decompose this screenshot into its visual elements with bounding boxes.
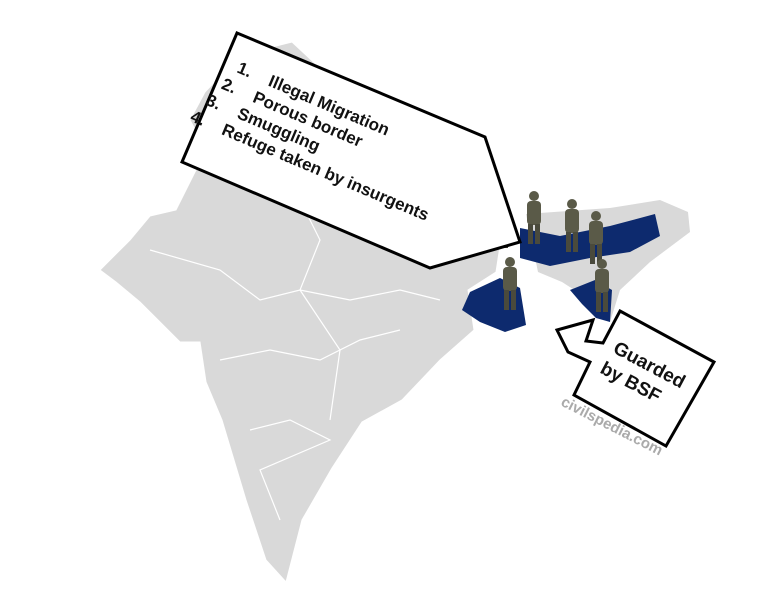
issue-1-num: 1.	[234, 58, 254, 81]
issues-callout: 1. Illegal Migration 2. Porous border 3.…	[180, 31, 522, 270]
state-boundaries	[219, 329, 401, 361]
state-boundaries	[249, 419, 332, 521]
issue-2-num: 2.	[219, 74, 239, 97]
guard-callout-arrow	[554, 308, 717, 449]
soldier-icon	[503, 257, 517, 310]
issues-callout-shape	[180, 31, 522, 270]
issue-3-num: 3.	[203, 91, 223, 114]
soldier-icon	[595, 259, 609, 312]
state-boundaries	[299, 199, 341, 421]
soldier-icon	[565, 199, 579, 252]
guard-callout: Guarded by BSF	[554, 308, 717, 449]
issue-4-num: 4.	[188, 107, 208, 130]
west-bengal-border	[462, 278, 526, 332]
soldier-icon	[527, 191, 541, 244]
soldier-icon	[589, 211, 603, 264]
